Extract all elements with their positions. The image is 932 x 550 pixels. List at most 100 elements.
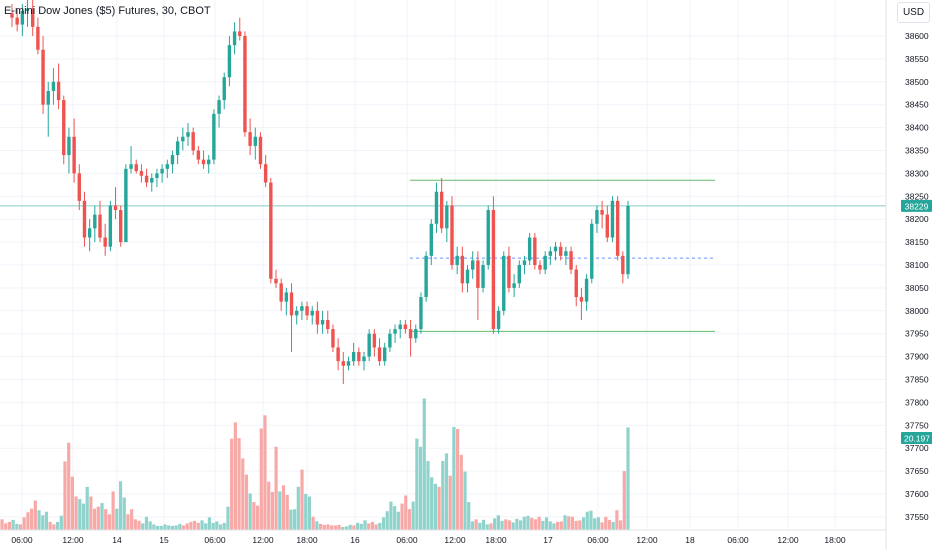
candle-body[interactable] [144,175,149,183]
candle-body[interactable] [93,214,97,229]
candle-body[interactable] [579,297,584,302]
candle-body[interactable] [367,333,371,357]
candle-body[interactable] [569,251,573,270]
candle-body[interactable] [476,260,480,288]
candle-body[interactable] [548,251,553,256]
candle-body[interactable] [217,100,221,114]
candle-body[interactable] [181,136,185,142]
candle-body[interactable] [212,113,216,160]
candle-body[interactable] [124,168,128,243]
candle-body[interactable] [186,132,190,137]
candle-body[interactable] [491,210,496,330]
candle-body[interactable] [341,361,345,366]
candle-body[interactable] [517,265,521,284]
candle-body[interactable] [393,329,397,334]
candle-body[interactable] [113,205,118,211]
candle-body[interactable] [331,329,335,348]
candle-body[interactable] [465,269,470,284]
candle-body[interactable] [600,210,604,215]
candle-body[interactable] [496,310,501,330]
candle-body[interactable] [445,205,449,229]
candle-body[interactable] [175,141,180,156]
candle-body[interactable] [119,210,123,243]
candle-body[interactable] [522,260,527,265]
candle-body[interactable] [310,310,314,316]
candle-body[interactable] [51,81,56,91]
candle-body[interactable] [408,329,413,339]
candle-body[interactable] [610,200,615,238]
candle-body[interactable] [419,297,423,330]
candle-body[interactable] [108,205,113,247]
candle-body[interactable] [269,182,273,279]
candle-body[interactable] [377,347,382,362]
candle-body[interactable] [41,49,45,105]
price-axis-panel[interactable] [886,0,932,550]
candle-body[interactable] [595,210,599,224]
candle-body[interactable] [160,168,164,174]
candle-body[interactable] [150,177,154,183]
candle-body[interactable] [471,260,475,270]
candle-body[interactable] [46,90,50,105]
candle-body[interactable] [98,214,102,238]
candle-body[interactable] [139,171,144,176]
candle-body[interactable] [10,13,14,18]
candle-body[interactable] [455,255,459,265]
candle-body[interactable] [289,292,294,316]
candle-body[interactable] [300,306,304,311]
candle-body[interactable] [507,255,511,288]
candle-body[interactable] [315,310,320,325]
candle-body[interactable] [336,347,340,362]
candle-body[interactable] [564,251,568,256]
candle-body[interactable] [590,223,594,279]
candle-body[interactable] [346,361,351,366]
candle-body[interactable] [450,205,454,265]
candle-body[interactable] [263,164,268,183]
candle-body[interactable] [512,283,516,288]
candle-body[interactable] [87,228,92,238]
candle-body[interactable] [274,278,278,284]
candle-body[interactable] [201,159,206,165]
candle-body[interactable] [605,214,609,238]
candle-body[interactable] [77,173,81,201]
candle-body[interactable] [191,132,195,151]
candle-body[interactable] [424,255,428,298]
candle-body[interactable] [20,10,25,25]
candle-body[interactable] [434,191,439,224]
candle-body[interactable] [383,347,387,362]
candle-body[interactable] [481,265,485,288]
candle-body[interactable] [279,283,283,302]
candle-body[interactable] [170,155,175,165]
candle-body[interactable] [357,352,361,362]
candle-body[interactable] [403,324,408,330]
candle-body[interactable] [429,223,433,256]
candle-body[interactable] [502,255,506,311]
candle-body[interactable] [414,329,418,339]
candle-body[interactable] [574,269,578,298]
candle-body[interactable] [222,77,226,101]
candle-body[interactable] [559,246,563,256]
candle-body[interactable] [67,136,71,156]
candle-body[interactable] [388,333,392,348]
candle-body[interactable] [232,31,237,46]
candle-body[interactable] [15,17,19,25]
candle-body[interactable] [284,292,289,302]
candle-body[interactable] [621,255,625,275]
candle-body[interactable] [258,136,263,165]
candle-body[interactable] [238,31,242,36]
candle-body[interactable] [527,237,532,261]
candle-body[interactable] [243,36,247,133]
candle-body[interactable] [31,8,35,27]
candle-body[interactable] [439,191,444,229]
candle-body[interactable] [362,356,366,362]
candle-body[interactable] [196,150,201,160]
candle-body[interactable] [134,164,138,172]
candle-body[interactable] [207,159,211,165]
candle-body[interactable] [72,136,76,174]
candle-body[interactable] [62,100,66,156]
candle-body[interactable] [253,136,257,146]
candle-body[interactable] [351,352,356,362]
candle-body[interactable] [533,237,537,265]
candle-body[interactable] [227,45,232,78]
candle-body[interactable] [295,310,299,316]
